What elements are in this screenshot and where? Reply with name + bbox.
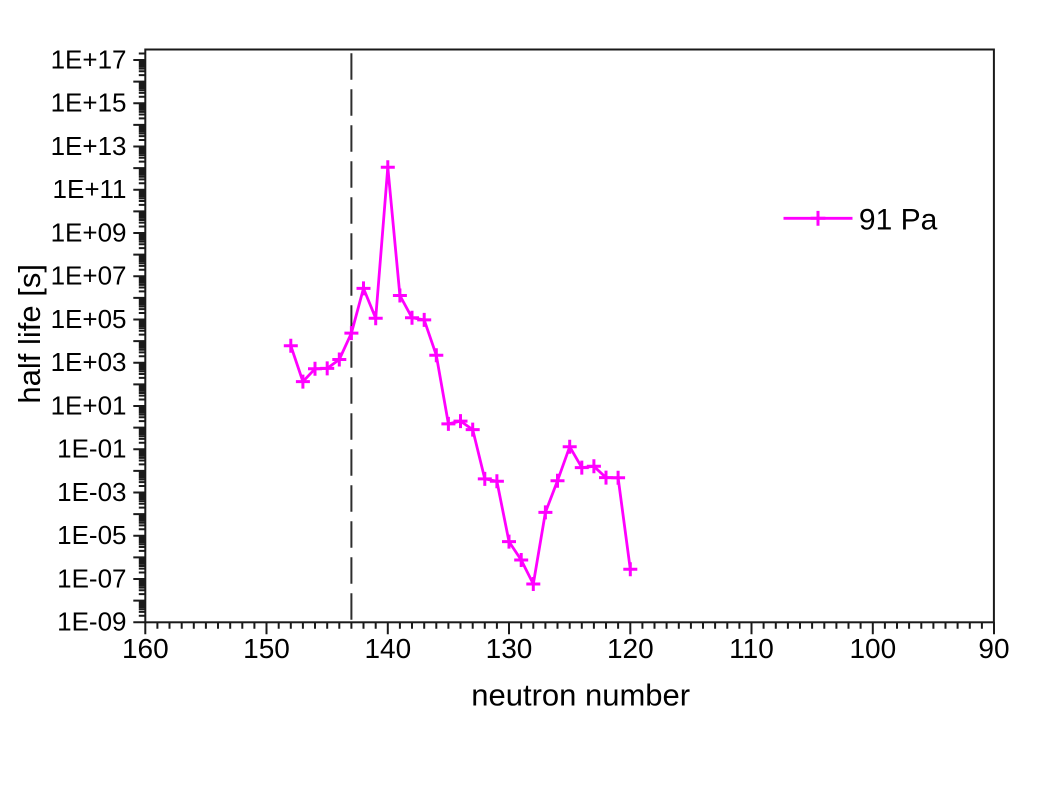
svg-text:neutron number: neutron number: [471, 678, 690, 713]
svg-text:1E-03: 1E-03: [57, 477, 126, 507]
svg-text:1E-09: 1E-09: [57, 607, 126, 637]
svg-text:130: 130: [486, 633, 533, 664]
svg-text:1E+03: 1E+03: [51, 347, 127, 377]
svg-text:120: 120: [607, 633, 654, 664]
svg-text:140: 140: [364, 633, 411, 664]
svg-text:1E+17: 1E+17: [51, 44, 127, 74]
svg-text:150: 150: [243, 633, 290, 664]
svg-text:1E+07: 1E+07: [51, 261, 127, 291]
svg-text:1E-01: 1E-01: [57, 434, 126, 464]
svg-text:1E-05: 1E-05: [57, 520, 126, 550]
svg-text:1E+11: 1E+11: [53, 174, 127, 204]
svg-text:110: 110: [729, 633, 774, 664]
svg-text:91 Pa: 91 Pa: [859, 204, 938, 237]
svg-text:100: 100: [849, 633, 896, 664]
svg-text:1E+01: 1E+01: [51, 390, 127, 420]
svg-text:90: 90: [978, 633, 1009, 664]
svg-text:160: 160: [122, 633, 169, 664]
svg-text:1E+15: 1E+15: [51, 88, 127, 118]
svg-text:1E+05: 1E+05: [51, 304, 127, 334]
svg-text:1E-07: 1E-07: [57, 563, 126, 593]
svg-text:1E+13: 1E+13: [51, 131, 127, 161]
svg-text:half life [s]: half life [s]: [12, 264, 47, 404]
svg-text:1E+09: 1E+09: [51, 217, 127, 247]
